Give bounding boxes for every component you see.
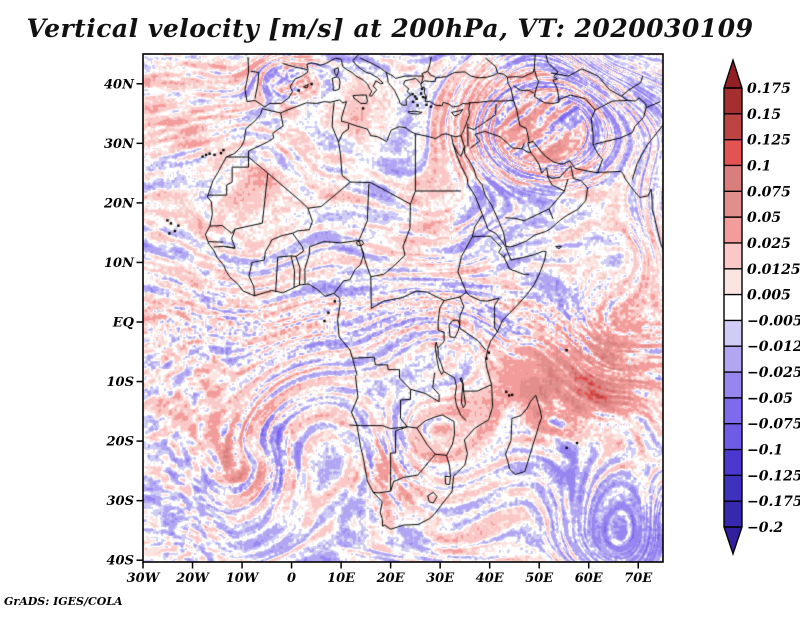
colorbar-label: 0.175 <box>747 81 791 97</box>
x-tick-label: 10W <box>226 571 260 586</box>
colorbar-segment <box>724 423 742 451</box>
colorbar-label: 0.05 <box>747 210 781 226</box>
y-tick-label: EQ <box>112 315 135 330</box>
colorbar-segment <box>724 165 742 192</box>
colorbar-segment <box>724 449 742 476</box>
colorbar-segment <box>724 501 742 528</box>
colorbar-label: 0.075 <box>747 184 791 200</box>
colorbar-segment <box>724 397 742 425</box>
x-tick-label: 60E <box>575 571 604 586</box>
x-tick-label: 70E <box>624 571 653 586</box>
colorbar: 0.175 0.15 0.125 0.1 0.075 0.05 0.025 0.0125 0.0… <box>723 57 800 557</box>
colorbar-label: −0.0125 <box>747 339 800 355</box>
colorbar-segment <box>724 346 742 373</box>
colorbar-label: −0.005 <box>747 313 800 329</box>
colorbar-label: 0.005 <box>747 288 791 304</box>
colorbar-segment <box>724 88 742 115</box>
colorbar-label: 0.1 <box>747 158 771 174</box>
colorbar-label: −0.1 <box>747 443 783 459</box>
colorbar-label: −0.075 <box>747 417 800 433</box>
credit-label: GrADS: IGES/COLA <box>4 595 123 608</box>
colorbar-segment <box>724 217 742 244</box>
colorbar-label: −0.175 <box>747 494 800 510</box>
y-tick-label: 20N <box>103 196 135 211</box>
x-tick-label: 30E <box>426 571 455 586</box>
colorbar-label: −0.125 <box>747 468 800 484</box>
x-tick-label: 50E <box>525 571 554 586</box>
x-tick-label: 10E <box>327 571 356 586</box>
x-tick-label: 20E <box>376 571 406 586</box>
y-tick-label: 30N <box>104 137 135 152</box>
y-tick-label: 20S <box>106 435 134 450</box>
y-tick-label: 40N <box>104 77 135 92</box>
colorbar-segment <box>724 113 742 141</box>
colorbar-segment <box>724 242 742 270</box>
plot-title: Vertical velocity [m/s] at 200hPa, VT: 2… <box>26 14 754 43</box>
y-tick-label: 40S <box>107 554 134 569</box>
colorbar-segment <box>724 320 742 347</box>
colorbar-label: 0.125 <box>747 133 791 149</box>
y-tick-label: 30S <box>107 494 134 509</box>
colorbar-segment <box>724 475 742 502</box>
x-tick-label: 0 <box>287 571 296 586</box>
colorbar-label: −0.2 <box>747 520 783 536</box>
colorbar-segment <box>724 139 742 166</box>
colorbar-segment <box>724 372 742 399</box>
colorbar-arrow-down <box>723 526 743 557</box>
colorbar-segment <box>724 294 742 321</box>
colorbar-label: 0.0125 <box>747 262 800 278</box>
x-tick-label: 40E <box>476 571 505 586</box>
x-tick-label: 20W <box>175 571 210 586</box>
field-canvas <box>143 54 663 562</box>
colorbar-label: −0.025 <box>747 365 800 381</box>
y-tick-label: 10S <box>107 375 134 390</box>
x-tick-label: 30W <box>127 571 161 586</box>
colorbar-label: 0.025 <box>747 236 791 252</box>
colorbar-segment <box>724 268 742 296</box>
y-tick-label: 10N <box>104 256 135 271</box>
colorbar-label: −0.05 <box>747 391 793 407</box>
colorbar-label: 0.15 <box>747 107 781 123</box>
colorbar-arrow-up <box>723 57 743 89</box>
colorbar-segment <box>724 191 742 218</box>
